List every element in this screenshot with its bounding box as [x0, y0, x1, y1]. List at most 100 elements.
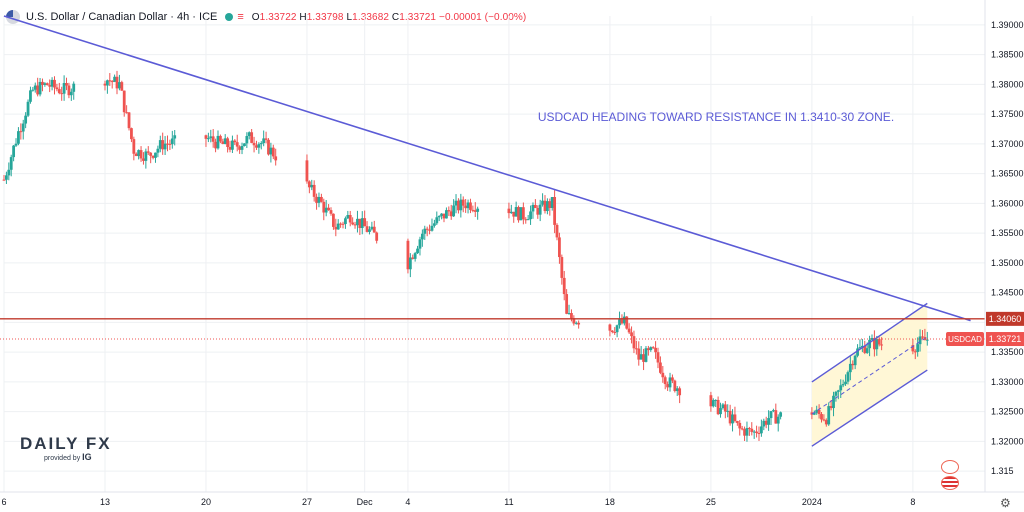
candle-body — [341, 223, 345, 225]
candle-body — [53, 79, 56, 88]
candle-body — [673, 380, 677, 392]
candle-body — [872, 338, 876, 350]
candle-body — [642, 354, 645, 362]
candle-body — [67, 85, 71, 96]
y-tick-label: 1.36000 — [991, 198, 1024, 208]
candle-body — [747, 428, 751, 430]
candle-body — [570, 313, 573, 319]
candle-body — [305, 160, 309, 182]
candle-body — [668, 377, 672, 388]
candle-body — [844, 381, 847, 385]
candle-body — [154, 152, 157, 158]
us-event-icon[interactable] — [941, 476, 959, 490]
y-tick-label: 1.37500 — [991, 109, 1024, 119]
candle-body — [538, 204, 542, 215]
candle-body — [521, 207, 525, 220]
candle-body — [558, 237, 561, 258]
candle-body — [36, 85, 40, 95]
candle-body — [817, 409, 821, 415]
candle-body — [735, 421, 739, 423]
candle-body — [344, 218, 347, 225]
candle-body — [776, 416, 780, 424]
candle-body — [62, 83, 66, 94]
canada-event-icon[interactable] — [941, 460, 959, 474]
candle-body — [243, 143, 246, 146]
candle-body — [259, 143, 263, 145]
candle-body — [430, 225, 434, 231]
compare-icon[interactable]: ≡ — [237, 11, 244, 23]
candle-body — [247, 132, 251, 137]
y-tick-label: 1.39000 — [991, 20, 1024, 30]
candle-body — [411, 257, 415, 259]
candle-body — [925, 339, 929, 341]
y-tick-label: 1.32500 — [991, 407, 1024, 417]
candle-body — [779, 412, 783, 417]
candle-body — [509, 211, 513, 214]
candle-body — [473, 210, 477, 212]
candle-body — [531, 204, 535, 212]
logo-sub: provided by IG — [44, 452, 92, 462]
channel-upper-line — [811, 302, 928, 383]
candle-body — [31, 89, 35, 91]
candle-body — [637, 348, 641, 360]
candle-body — [740, 428, 744, 430]
candle-body — [214, 141, 217, 149]
candle-body — [235, 142, 239, 147]
candle-body — [146, 151, 150, 153]
candle-body — [358, 218, 362, 229]
candle-body — [613, 331, 617, 333]
x-tick-label: 2024 — [802, 497, 822, 507]
candle-body — [437, 216, 441, 218]
settings-gear-icon[interactable]: ⚙ — [1000, 496, 1011, 510]
y-tick-label: 1.315 — [991, 466, 1014, 476]
high-value: 1.33798 — [306, 11, 344, 23]
candle-body — [139, 150, 143, 159]
candle-body — [144, 151, 148, 161]
candle-body — [562, 277, 566, 295]
candle-body — [218, 135, 222, 142]
y-tick-label: 1.38500 — [991, 50, 1024, 60]
candle-body — [168, 143, 172, 145]
candle-body — [231, 140, 234, 150]
candle-body — [656, 352, 660, 363]
candle-body — [832, 395, 835, 409]
candle-body — [33, 85, 37, 90]
candle-body — [315, 196, 318, 203]
candle-body — [416, 248, 419, 254]
candle-body — [319, 196, 323, 202]
candle-body — [764, 420, 768, 425]
candle-body — [57, 89, 61, 94]
candle-body — [428, 229, 431, 231]
candle-body — [50, 79, 54, 87]
candle-body — [649, 347, 653, 351]
candle-body — [471, 209, 475, 211]
annotation-text[interactable]: USDCAD HEADING TOWARD RESISTANCE IN 1.34… — [538, 110, 894, 124]
candle-body — [639, 354, 643, 360]
candle-body — [329, 210, 333, 214]
candle-body — [29, 90, 32, 102]
candle-body — [671, 377, 674, 381]
candle-body — [469, 202, 472, 210]
candle-body — [142, 158, 145, 161]
candle-body — [2, 179, 6, 181]
trendline — [3, 15, 971, 322]
candle-body — [452, 205, 456, 217]
candle-body — [822, 419, 826, 421]
candle-body — [432, 223, 436, 226]
symbol-title[interactable]: U.S. Dollar / Canadian Dollar · 4h · ICE — [26, 11, 218, 23]
candle-body — [466, 202, 470, 209]
candle-body — [738, 422, 742, 429]
dailyfx-logo: DAILY FX provided by IG — [20, 434, 112, 462]
x-tick-label: 18 — [605, 497, 615, 507]
price-channel[interactable] — [811, 303, 928, 447]
candle-body — [646, 348, 650, 351]
candle-body — [630, 332, 633, 337]
candle-body — [372, 226, 376, 233]
candle-body — [351, 222, 355, 225]
channel-fill — [811, 303, 928, 447]
candle-body — [870, 338, 874, 340]
candle-body — [238, 146, 242, 150]
candle-body — [533, 204, 537, 208]
candle-body — [206, 138, 210, 140]
